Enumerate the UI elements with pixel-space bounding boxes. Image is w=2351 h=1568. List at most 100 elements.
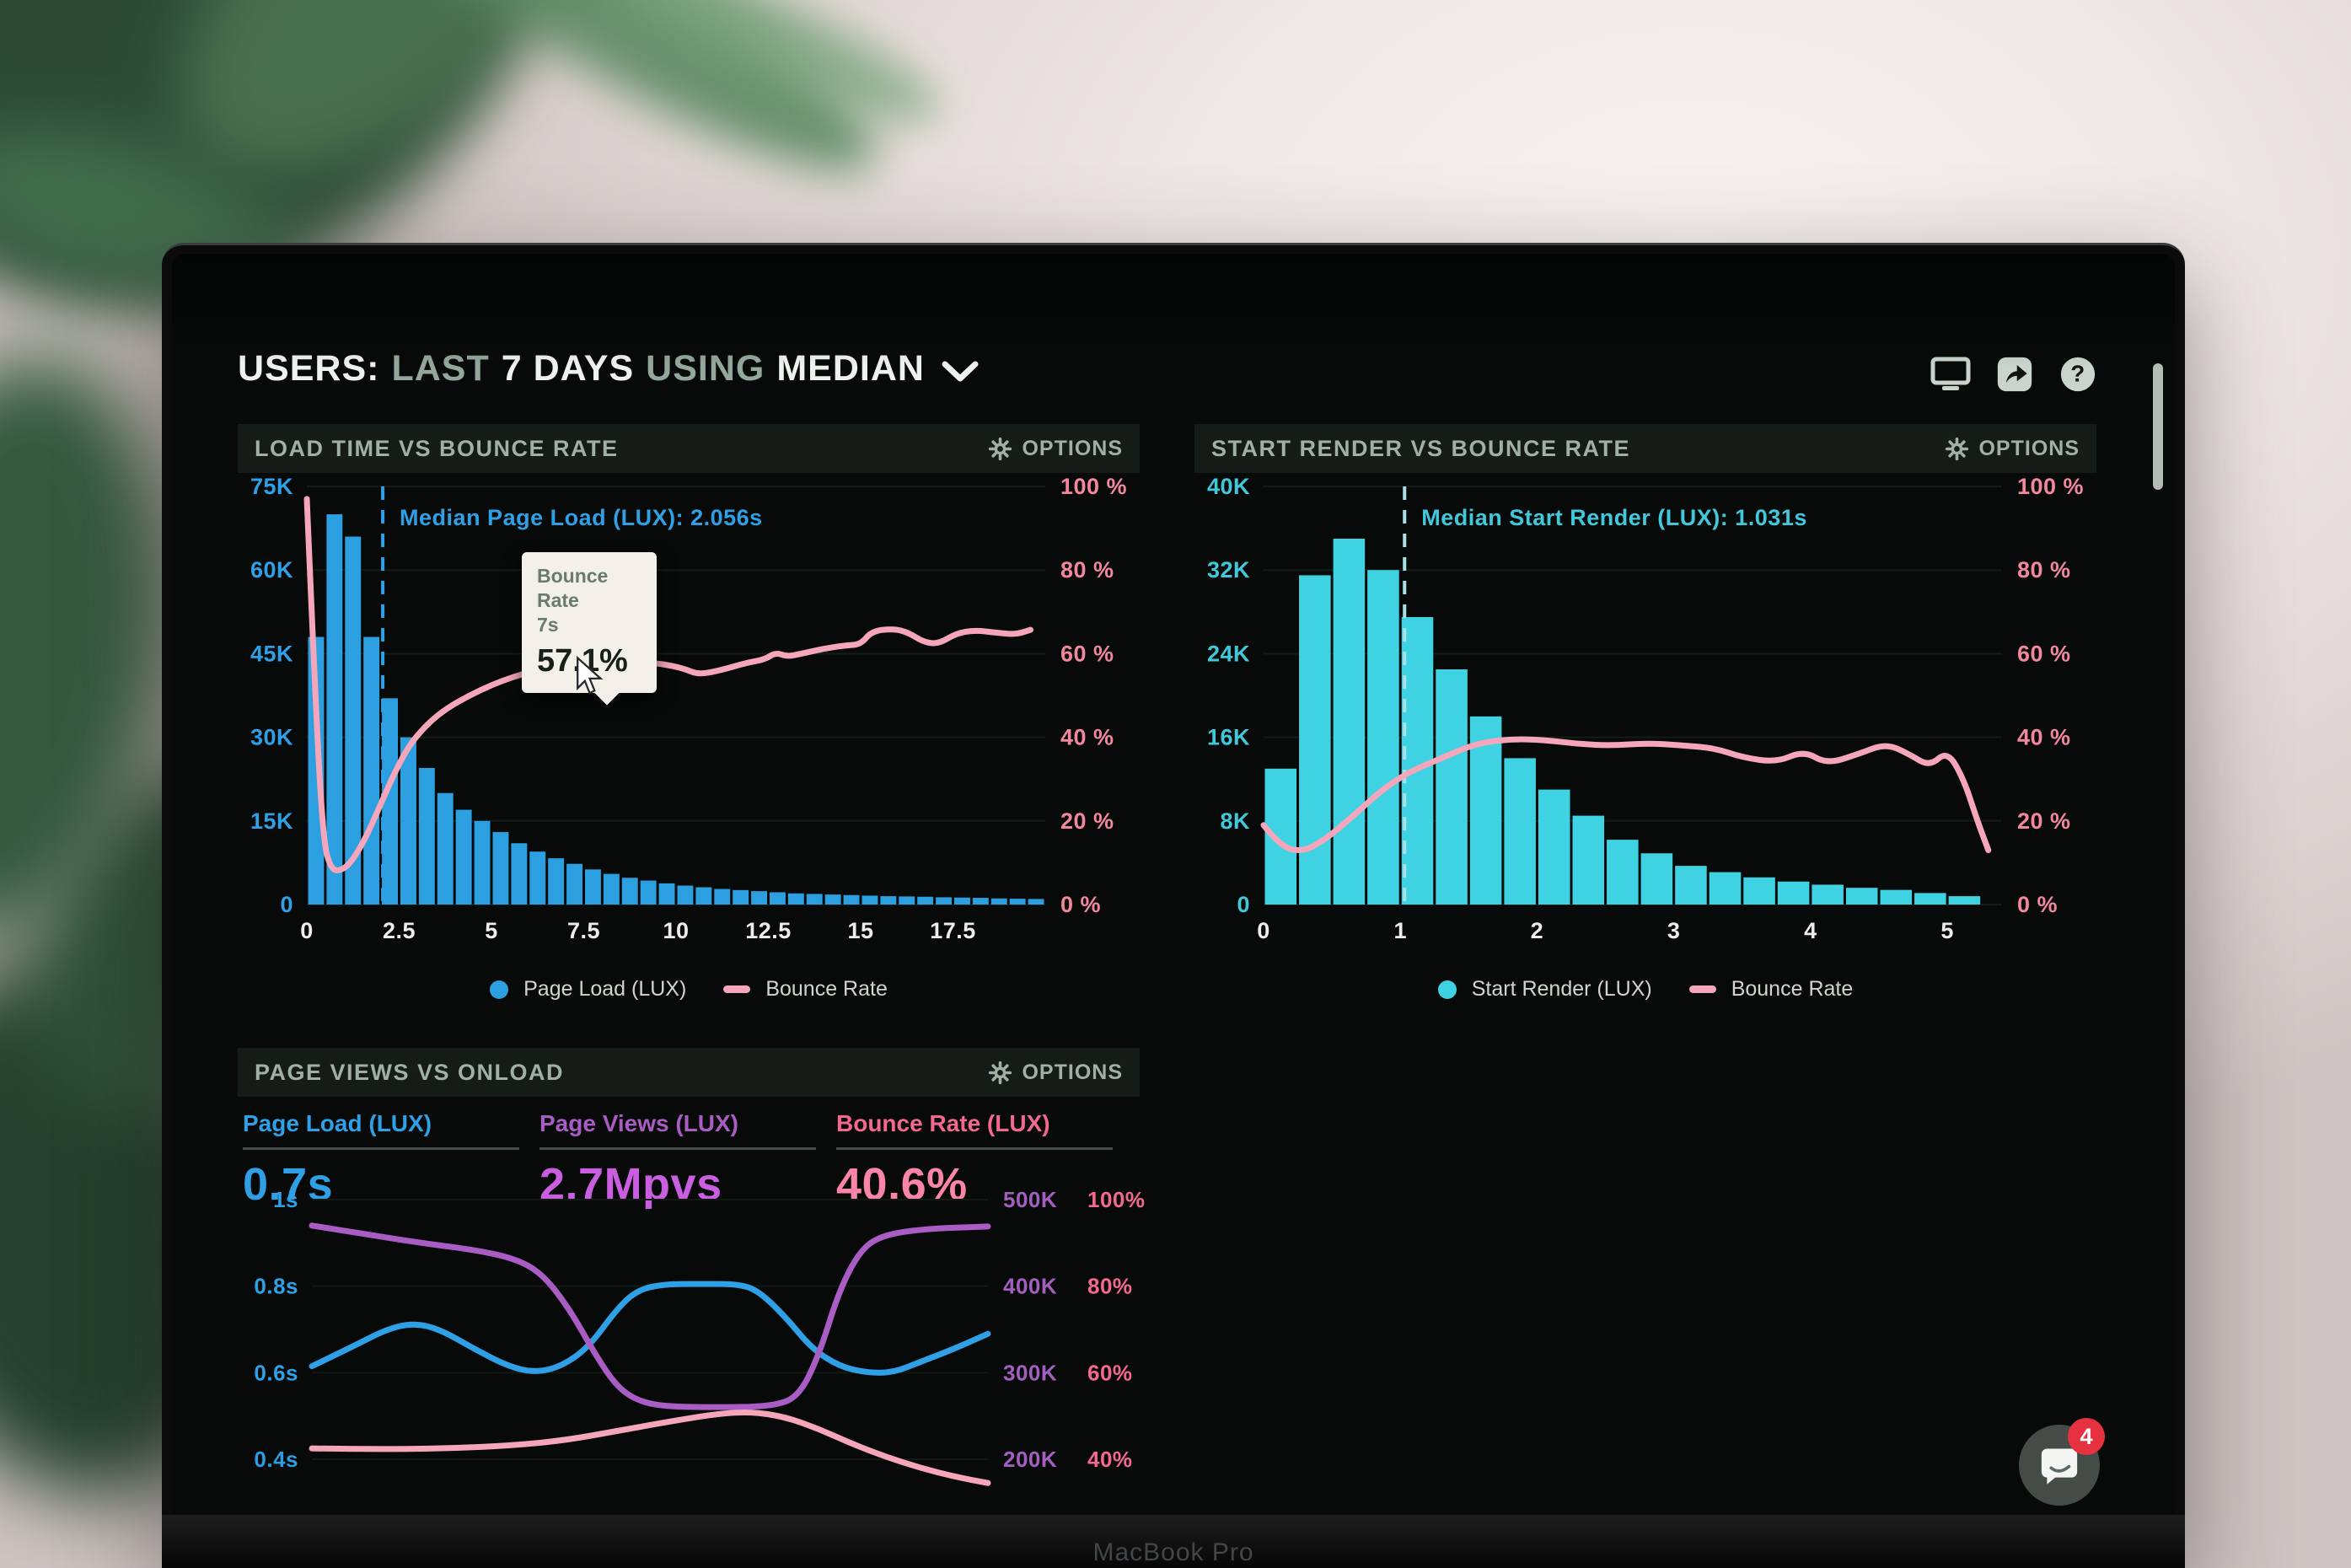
legend-bar-label[interactable]: Start Render (LUX) — [1471, 977, 1652, 1001]
svg-text:60 %: 60 % — [2017, 641, 2071, 666]
svg-text:40%: 40% — [1087, 1447, 1133, 1472]
svg-text:5: 5 — [1940, 918, 1954, 943]
svg-text:0: 0 — [280, 892, 293, 917]
svg-text:Median Start Render (LUX): 1.0: Median Start Render (LUX): 1.031s — [1421, 505, 1807, 530]
chat-widget-button[interactable]: 4 — [2019, 1418, 2105, 1506]
svg-text:20 %: 20 % — [1060, 808, 1114, 834]
legend-dot-icon — [1437, 980, 1457, 999]
svg-text:4: 4 — [1804, 918, 1817, 943]
panel-header: START RENDER VS BOUNCE RATE — [1194, 424, 2096, 473]
screen: USERS: LAST 7 DAYS USING MEDIAN — [172, 254, 2175, 1515]
svg-text:7.5: 7.5 — [567, 918, 600, 943]
svg-text:1s: 1s — [273, 1187, 298, 1212]
svg-text:100 %: 100 % — [2017, 474, 2084, 499]
panel-page-views-vs-onload: PAGE VIEWS VS ONLOAD — [238, 1048, 1145, 1514]
svg-text:2.5: 2.5 — [383, 918, 416, 943]
svg-text:Median Page Load (LUX): 2.056s: Median Page Load (LUX): 2.056s — [400, 505, 763, 530]
svg-text:60%: 60% — [1087, 1360, 1133, 1385]
panel-header: LOAD TIME VS BOUNCE RATE — [238, 424, 1140, 473]
gear-icon — [1946, 437, 1969, 460]
svg-text:24K: 24K — [1207, 641, 1250, 666]
metric-value: 0.7s — [243, 1159, 334, 1210]
share-icon[interactable] — [1996, 356, 2033, 393]
svg-text:?: ? — [2070, 361, 2085, 387]
display-icon[interactable] — [1930, 356, 1971, 393]
svg-text:5: 5 — [485, 918, 498, 943]
svg-text:2: 2 — [1531, 918, 1544, 943]
svg-text:1: 1 — [1393, 918, 1407, 943]
svg-text:15K: 15K — [250, 808, 293, 834]
metric-divider — [243, 1147, 519, 1150]
metric-value: 2.7Mpvs — [539, 1159, 722, 1210]
metric-page-views: Page Views (LUX) 2.7Mpvs — [539, 1110, 836, 1211]
legend-line-label[interactable]: Bounce Rate — [1731, 977, 1854, 1001]
svg-text:75K: 75K — [250, 474, 293, 499]
load-time-vs-bounce-rate-chart: 75K 60K 45K 30K 15K 0 100 % 80 % 60 % 40 % 20 % 0 %… — [250, 474, 1127, 943]
svg-text:80 %: 80 % — [1060, 557, 1114, 583]
tooltip-x-value: 7s — [537, 613, 559, 636]
svg-text:32K: 32K — [1207, 557, 1250, 583]
help-icon[interactable]: ? — [2058, 355, 2097, 394]
svg-text:8K: 8K — [1220, 808, 1250, 834]
svg-text:16K: 16K — [1207, 725, 1250, 750]
svg-text:0.8s: 0.8s — [254, 1274, 298, 1299]
scrollbar-thumb[interactable] — [2153, 363, 2163, 490]
laptop-chin: MacBook Pro — [162, 1515, 2185, 1568]
analytics-dashboard: USERS: LAST 7 DAYS USING MEDIAN — [225, 330, 2134, 1514]
metric-label: Page Load (LUX) — [243, 1110, 432, 1136]
panel-load-time-vs-bounce-rate: LOAD TIME VS BOUNCE RATE — [238, 424, 1140, 1001]
title-segment: LAST — [391, 348, 490, 389]
legend-dot-icon — [490, 980, 509, 999]
svg-text:40 %: 40 % — [1060, 725, 1114, 750]
options-button[interactable]: OPTIONS — [1946, 437, 2080, 461]
metric-bounce-rate: Bounce Rate (LUX) 40.6% — [836, 1110, 1133, 1211]
panel-title: PAGE VIEWS VS ONLOAD — [255, 1059, 565, 1085]
chart-legend: Start Render (LUX) Bounce Rate — [1194, 977, 2096, 1001]
metric-page-load: Page Load (LUX) 0.7s — [243, 1110, 539, 1211]
svg-text:200K: 200K — [1003, 1447, 1057, 1472]
header-icons: ? — [1930, 355, 2097, 394]
legend-line-label[interactable]: Bounce Rate — [765, 977, 888, 1001]
panel-header: PAGE VIEWS VS ONLOAD — [238, 1048, 1140, 1097]
gear-icon — [989, 437, 1012, 460]
svg-text:15: 15 — [847, 918, 873, 943]
dashboard-title-dropdown[interactable]: USERS: LAST 7 DAYS USING MEDIAN — [238, 348, 979, 389]
title-segment: USING — [646, 348, 765, 389]
metric-divider — [539, 1147, 816, 1150]
chat-bubble-icon — [2041, 1448, 2078, 1485]
svg-text:0: 0 — [300, 918, 314, 943]
svg-text:0 %: 0 % — [1060, 892, 1101, 917]
metrics-row: Page Load (LUX) 0.7s Page Views (LUX) 2.… — [238, 1097, 1140, 1211]
svg-text:0: 0 — [1237, 892, 1250, 917]
chart-legend: Page Load (LUX) Bounce Rate — [238, 977, 1140, 1001]
gear-icon — [989, 1061, 1012, 1084]
svg-text:40 %: 40 % — [2017, 725, 2071, 750]
options-button[interactable]: OPTIONS — [989, 1061, 1123, 1085]
tooltip-series: Bounce Rate — [537, 565, 609, 611]
metric-label: Bounce Rate (LUX) — [836, 1110, 1050, 1136]
svg-text:400K: 400K — [1003, 1274, 1057, 1299]
svg-text:60K: 60K — [250, 557, 293, 583]
svg-text:17.5: 17.5 — [930, 918, 976, 943]
svg-text:0 %: 0 % — [2017, 892, 2058, 917]
title-segment: USERS: — [238, 348, 380, 389]
svg-text:10: 10 — [663, 918, 689, 943]
laptop: USERS: LAST 7 DAYS USING MEDIAN — [162, 243, 2185, 1568]
svg-text:40K: 40K — [1207, 474, 1250, 499]
svg-text:3: 3 — [1667, 918, 1681, 943]
svg-text:0.4s: 0.4s — [254, 1447, 298, 1472]
laptop-brand-label: MacBook Pro — [1092, 1538, 1254, 1566]
panel-title: LOAD TIME VS BOUNCE RATE — [255, 435, 619, 461]
panel-start-render-vs-bounce-rate: START RENDER VS BOUNCE RATE — [1194, 424, 2096, 1001]
legend-bar-label[interactable]: Page Load (LUX) — [523, 977, 687, 1001]
metric-divider — [836, 1147, 1113, 1150]
title-segment: 7 DAYS — [501, 348, 635, 389]
panel-title: START RENDER VS BOUNCE RATE — [1211, 435, 1631, 461]
svg-text:100 %: 100 % — [1060, 474, 1127, 499]
svg-text:0: 0 — [1257, 918, 1270, 943]
svg-text:60 %: 60 % — [1060, 641, 1114, 666]
page-views-vs-onload-chart: 1s 0.8s 0.6s 0.4s 500K 400K 300K 200K 100% 80% 60%… — [254, 1187, 1145, 1486]
options-button[interactable]: OPTIONS — [989, 437, 1123, 461]
metric-value: 40.6% — [836, 1159, 968, 1210]
